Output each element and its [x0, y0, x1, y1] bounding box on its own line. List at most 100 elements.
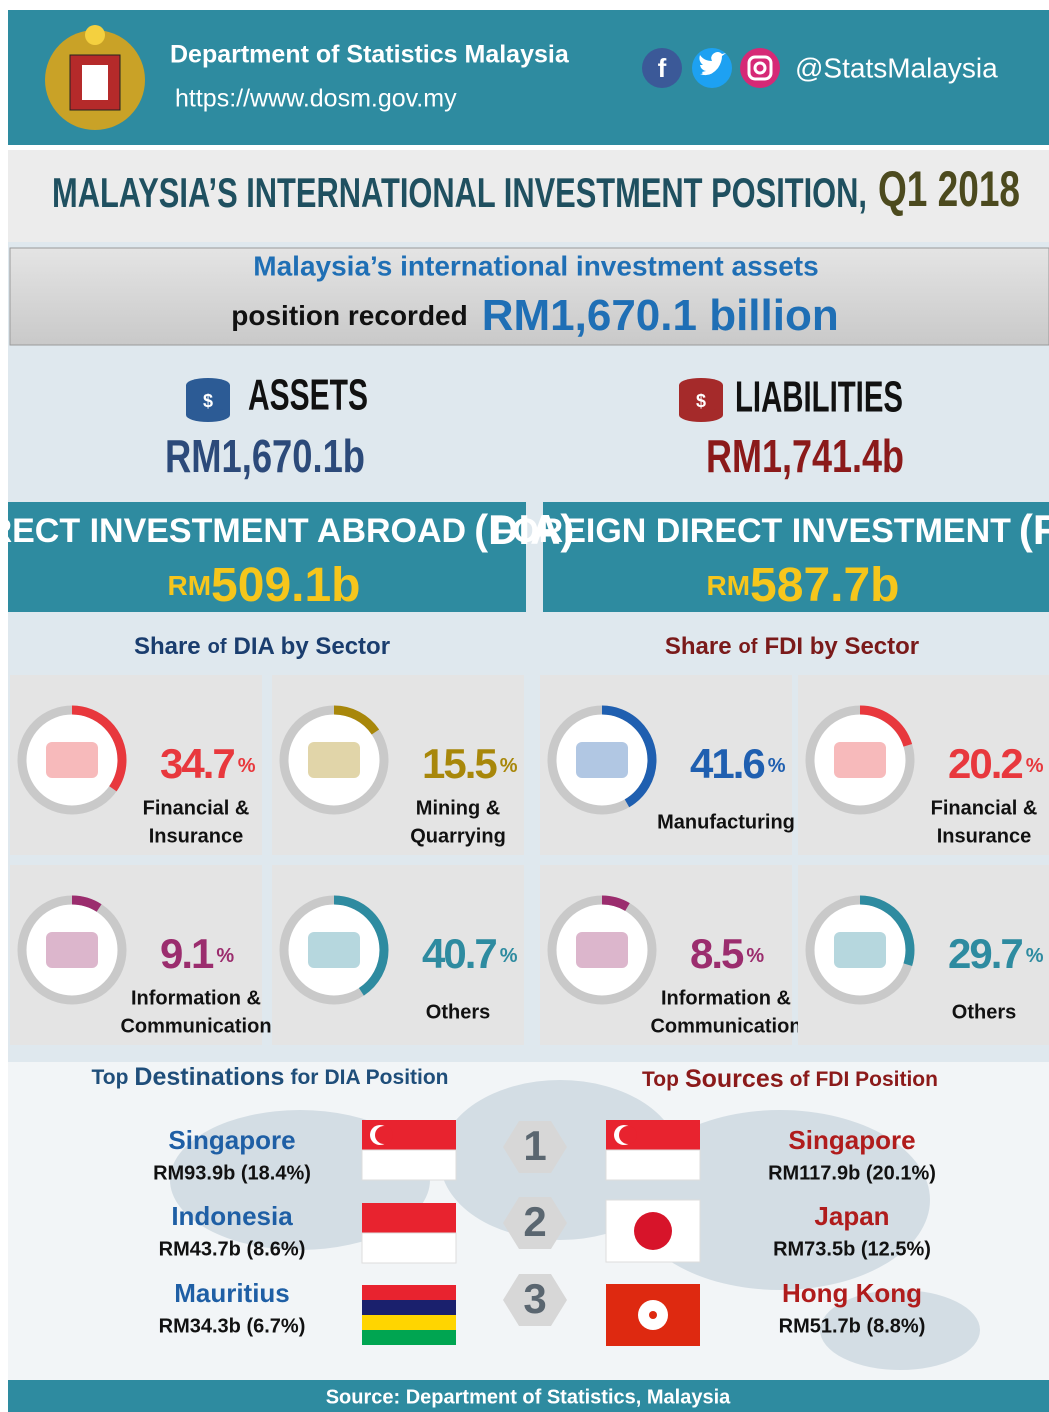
- heading-part: of: [208, 636, 227, 658]
- heading-part: of: [739, 636, 758, 658]
- heading-part: Destinations: [134, 1063, 284, 1091]
- flag-mauritius: [362, 1285, 456, 1345]
- headline-box: [9, 247, 1049, 346]
- page-title: MALAYSIA’S INTERNATIONAL INVESTMENT POSI…: [52, 169, 867, 216]
- heading-part: FDI by Sector: [764, 633, 919, 660]
- fdi-amount: 587.7b: [750, 559, 899, 612]
- coin-icon: $: [679, 378, 723, 422]
- country-value: RM51.7b (8.8%): [779, 1315, 926, 1337]
- headline-line1: Malaysia’s international investment asse…: [253, 250, 818, 281]
- heading-part: DIA by Sector: [234, 633, 390, 660]
- headline-text: position recorded: [231, 300, 467, 331]
- country-value: RM93.9b (18.4%): [153, 1162, 311, 1184]
- sector-share: 40.7%: [422, 930, 518, 977]
- rank-badge: [503, 1274, 567, 1326]
- sector-share: 9.1%: [160, 930, 234, 977]
- dia-acronym: (DIA): [474, 506, 574, 553]
- share-value: 40.7: [422, 930, 496, 977]
- sector-label: Quarrying: [410, 825, 506, 847]
- sector-label: Communication: [650, 1015, 801, 1037]
- heading-part: Top: [642, 1068, 679, 1091]
- liabilities-value: RM1,741.4b: [706, 430, 904, 482]
- footer-band: [8, 1380, 1049, 1412]
- facebook-glyph: f: [658, 53, 667, 83]
- heading-part: Sources: [685, 1065, 784, 1093]
- sector-icon: [46, 742, 98, 778]
- sector-share: 20.2%: [948, 740, 1044, 787]
- top-heading: Top Destinations for DIA Position: [91, 1063, 448, 1091]
- share-unit: %: [746, 945, 764, 967]
- assets-label: ASSETS: [248, 371, 368, 420]
- country-name: Indonesia: [171, 1201, 293, 1231]
- dia-box: [8, 502, 526, 612]
- heading-part: for: [290, 1066, 318, 1089]
- rank-number: 3: [523, 1275, 546, 1322]
- donut-arc: [805, 895, 915, 1005]
- dia-title: DIRECT INVESTMENT ABROAD (DIA): [0, 506, 574, 553]
- donut-arc: [17, 705, 127, 815]
- fdi-title: FOREIGN DIRECT INVESTMENT (FDI): [491, 506, 1049, 553]
- flag-hong-kong: [606, 1284, 700, 1346]
- dia-prefix: RM: [168, 570, 212, 601]
- flag-singapore: [605, 1120, 701, 1181]
- share-value: 9.1: [160, 930, 214, 977]
- coin-icon: $: [186, 378, 230, 422]
- instagram-glyph: [747, 55, 773, 81]
- headline-line2: position recorded RM1,670.1 billion: [231, 291, 838, 340]
- country-value: RM43.7b (8.6%): [159, 1238, 306, 1260]
- donut-arc: [279, 705, 389, 815]
- share-value: 20.2: [948, 740, 1022, 787]
- donut-arc: [547, 895, 657, 1005]
- org-name: Department of Statistics Malaysia: [170, 41, 570, 69]
- fdi-title-text: FOREIGN DIRECT INVESTMENT: [491, 512, 1011, 550]
- share-unit: %: [1026, 755, 1044, 777]
- share-unit: %: [216, 945, 234, 967]
- svg-text:$: $: [203, 391, 213, 411]
- sector-icon: [308, 742, 360, 778]
- share-value: 41.6: [690, 740, 764, 787]
- rank-number: 1: [523, 1122, 546, 1169]
- donut-arc: [279, 895, 389, 1005]
- sector-label: Others: [426, 1001, 490, 1023]
- facebook-icon[interactable]: [642, 48, 682, 88]
- flag-indonesia: [361, 1203, 457, 1264]
- flag-singapore: [361, 1120, 457, 1181]
- sector-label: Mining &: [416, 797, 500, 819]
- instagram-glyph: [753, 61, 767, 75]
- share-unit: %: [238, 755, 256, 777]
- instagram-icon[interactable]: [740, 48, 780, 88]
- rank-badge: [503, 1197, 567, 1249]
- fdi-prefix: RM: [707, 570, 751, 601]
- heading-part: Share: [134, 633, 201, 660]
- heading-part: Top: [91, 1066, 128, 1089]
- sector-label: Others: [952, 1001, 1016, 1023]
- liabilities-label: LIABILITIES: [735, 373, 903, 422]
- heading-part: DIA Position: [324, 1066, 448, 1089]
- title-period: Q1 2018: [878, 161, 1020, 217]
- sector-icon: [576, 742, 628, 778]
- share-unit: %: [768, 755, 786, 777]
- dia-value: RM509.1b: [168, 559, 361, 612]
- heading-part: FDI Position: [815, 1068, 938, 1091]
- donut-arc: [805, 705, 915, 815]
- country-value: RM73.5b (12.5%): [773, 1238, 931, 1260]
- sector-heading: Share of FDI by Sector: [665, 633, 919, 660]
- country-name: Mauritius: [174, 1278, 290, 1308]
- sector-label: Communication: [120, 1015, 271, 1037]
- share-value: 8.5: [690, 930, 744, 977]
- heading-part: Share: [665, 633, 732, 660]
- country-value: RM34.3b (6.7%): [159, 1315, 306, 1337]
- share-value: 15.5: [422, 740, 497, 787]
- headline-amount: RM1,670.1 billion: [482, 291, 839, 340]
- org-url: https://www.dosm.gov.my: [175, 85, 457, 113]
- sector-icon: [576, 932, 628, 968]
- country-name: Singapore: [168, 1125, 295, 1155]
- land: [820, 1290, 980, 1370]
- fdi-box: [543, 502, 1049, 612]
- sector-share: 34.7%: [160, 740, 256, 787]
- sector-label: Financial &: [931, 797, 1038, 819]
- sector-share: 8.5%: [690, 930, 764, 977]
- country-name: Singapore: [788, 1125, 915, 1155]
- donut-arc: [547, 705, 657, 815]
